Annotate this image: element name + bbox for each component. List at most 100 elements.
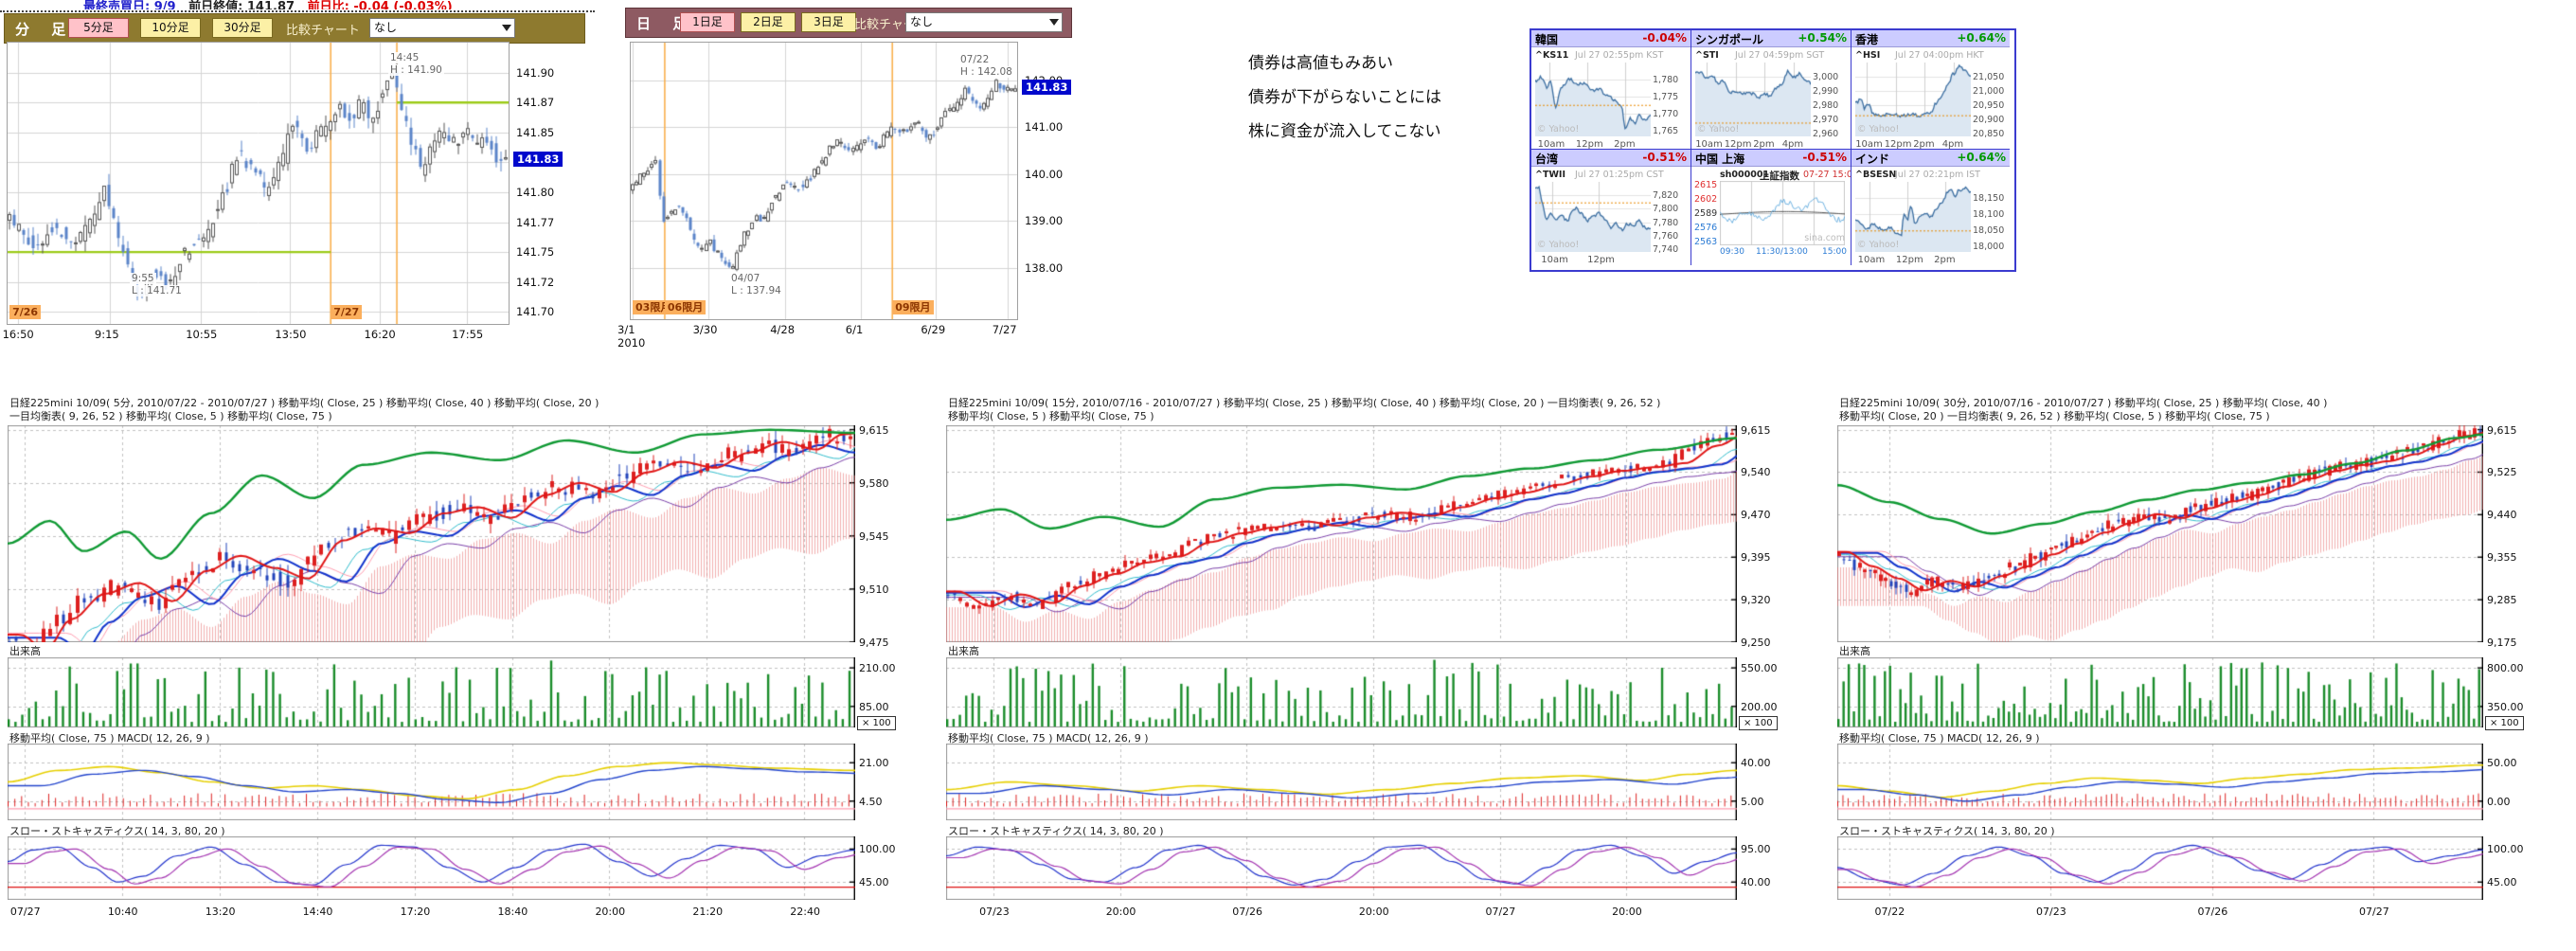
time-axis-label: 21:20 [692,906,724,918]
time-axis-label: 20:00 [1612,906,1642,918]
last-trade-date: 最終売買日: 9/9 [83,0,176,9]
minute-x-label: 16:20 [364,328,396,341]
note-line-2: 債券が下がらないことには [1248,88,1441,107]
minute-y-label: 141.80 [516,185,555,199]
world-markets-panel: 韓国 -0.04% ^KS11 Jul 27 02:55pm KST 1,780 1,77… [1530,28,2016,272]
minute-high-note: H : 141.90 [388,64,444,76]
yahoo-watermark: © Yahoo! [1537,124,1580,135]
daily-tab-3日足[interactable]: 3日足 [801,12,856,32]
daily-tab-2日足[interactable]: 2日足 [741,12,796,32]
price-axis-label: 9,615 [859,423,889,437]
macd-axis-label: 0.00 [2487,795,2511,808]
stochastics-axis-label: 40.00 [1741,876,1771,889]
minute-compare-select[interactable]: なし [369,18,515,38]
minute-y-label: 141.72 [516,275,555,289]
market-mini-chart [1855,182,1971,252]
market-y-label: 3,000 [1813,71,1839,82]
prev-change: 前日比: -0.04 (-0.03%) [307,0,453,9]
market-header [1531,150,1690,167]
volume-section-label: 出来高 [1839,645,1870,657]
market-y-label: 18,100 [1973,209,2005,221]
daily-tab-1日足[interactable]: 1日足 [680,12,735,32]
price-axis-label: 9,355 [2487,551,2517,565]
minute-tab-30分足[interactable]: 30分足 [212,18,273,38]
bottom-chart-indicators: 一目均衡表( 9, 26, 52 ) 移動平均( Close, 5 ) 移動平均… [9,410,332,422]
sina-x-label: 11:30/13:00 [1756,247,1808,257]
market-mini-chart [1695,63,1811,136]
market-header [1531,30,1690,47]
macd-section-label: 移動平均( Close, 75 ) MACD( 12, 26, 9 ) [948,732,1149,745]
bottom-chart-indicators: 移動平均( Close, 5 ) 移動平均( Close, 75 ) [948,410,1154,422]
price-axis-label: 9,545 [859,529,889,543]
price-axis-label: 9,470 [1741,509,1771,522]
volume-axis-label: 200.00 [1741,700,1778,713]
market-y-label: 1,775 [1653,91,1679,102]
sina-y-label: 2615 [1694,180,1718,190]
market-header [1852,30,2010,47]
market-y-label: 2,970 [1813,114,1839,125]
market-y-label: 2,960 [1813,128,1839,139]
market-x-label: 12pm [1884,139,1912,150]
daily-y-label: 140.00 [1025,167,1064,181]
minute-x-label: 9:15 [94,328,119,341]
world-market-cell-シンガポール[interactable]: シンガポール +0.54% ^STI Jul 27 04:59pm SGT 3,000 2… [1691,30,1852,150]
world-market-cell-台湾[interactable]: 台湾 -0.51% ^TWII Jul 27 01:25pm CST 7,820 7,80… [1531,150,1691,265]
sina-watermark: sina.com [1804,233,1845,243]
stochastics-axis-label: 100.00 [2487,843,2524,856]
stochastics-pane-canvas [8,836,855,900]
volume-pane-canvas [946,657,1737,727]
sina-y-label: 2589 [1694,208,1718,219]
stochastics-axis-label: 45.00 [2487,876,2517,889]
world-market-cell-香港[interactable]: 香港 +0.64% ^HSI Jul 27 04:00pm HKT 21,050 21,0… [1852,30,2010,150]
sina-chart [1720,181,1845,245]
daily-x-label: 6/29 [921,323,946,336]
minute-tab-10分足[interactable]: 10分足 [140,18,201,38]
market-symbol: ^HSI [1855,50,1881,61]
market-change-pct: -0.51% [1642,151,1687,164]
minute-x-label: 16:50 [2,328,34,341]
daily-high-note: 07/22 [958,54,992,65]
yahoo-watermark: © Yahoo! [1857,240,1900,250]
volume-pane-canvas [1837,657,2483,727]
market-y-label: 18,050 [1973,225,2005,237]
minute-y-label: 141.70 [516,305,555,319]
volume-axis-label: 350.00 [2487,700,2524,713]
minute-tab-5分足[interactable]: 5分足 [68,18,129,38]
volume-axis-label: 85.00 [859,700,889,713]
daily-badge-03限月: 03限月 [633,300,674,314]
bottom-chart-title: 日経225mini 10/09( 5分, 2010/07/22 - 2010/0… [9,397,599,409]
market-timestamp: Jul 27 04:59pm SGT [1735,50,1825,61]
stochastics-section-label: スロー・ストキャスティクス( 14, 3, 80, 20 ) [948,825,1164,837]
daily-x-label: 6/1 [845,323,864,336]
price-axis-label: 9,175 [2487,637,2517,649]
world-market-cell-中国 上海[interactable]: 中国 上海 -0.51% sh000001上証指数 07-27 15:00 2615 26… [1691,150,1852,265]
price-axis-label: 9,320 [1741,594,1771,607]
chevron-down-icon [502,25,511,31]
macd-axis-label: 40.00 [1741,757,1771,770]
daily-compare-select[interactable]: なし [905,12,1063,32]
stochastics-section-label: スロー・ストキャスティクス( 14, 3, 80, 20 ) [1839,825,2055,837]
market-y-label: 7,780 [1653,217,1679,228]
market-mini-chart [1535,63,1651,136]
market-name: 韓国 [1535,33,1559,46]
market-symbol: ^STI [1695,50,1719,61]
market-y-label: 7,800 [1653,204,1679,215]
volume-axis-label: 550.00 [1741,662,1778,675]
time-axis-label: 17:20 [400,906,431,918]
price-axis-label: 9,580 [859,476,889,490]
minute-compare-label: 比較チャート [286,24,360,38]
market-y-label: 21,000 [1973,85,2005,97]
world-market-cell-韓国[interactable]: 韓国 -0.04% ^KS11 Jul 27 02:55pm KST 1,780 1,77… [1531,30,1691,150]
time-axis-label: 20:00 [1105,906,1136,918]
minute-y-label: 141.87 [516,96,555,110]
market-timestamp: Jul 27 02:55pm KST [1575,50,1664,61]
market-y-label: 7,760 [1653,230,1679,242]
sina-y-label: 2602 [1694,194,1718,205]
world-market-cell-インド[interactable]: インド +0.64% ^BSESN Jul 27 02:21pm IST 18,150 1… [1852,150,2010,265]
top-dotted-rule [0,10,595,12]
daily-x-sub-label: 2010 [617,336,646,350]
time-axis-label: 22:40 [790,906,820,918]
market-x-label: 12pm [1587,255,1615,265]
price-axis-label: 9,615 [1741,423,1771,437]
minute-plot-canvas [8,43,509,324]
